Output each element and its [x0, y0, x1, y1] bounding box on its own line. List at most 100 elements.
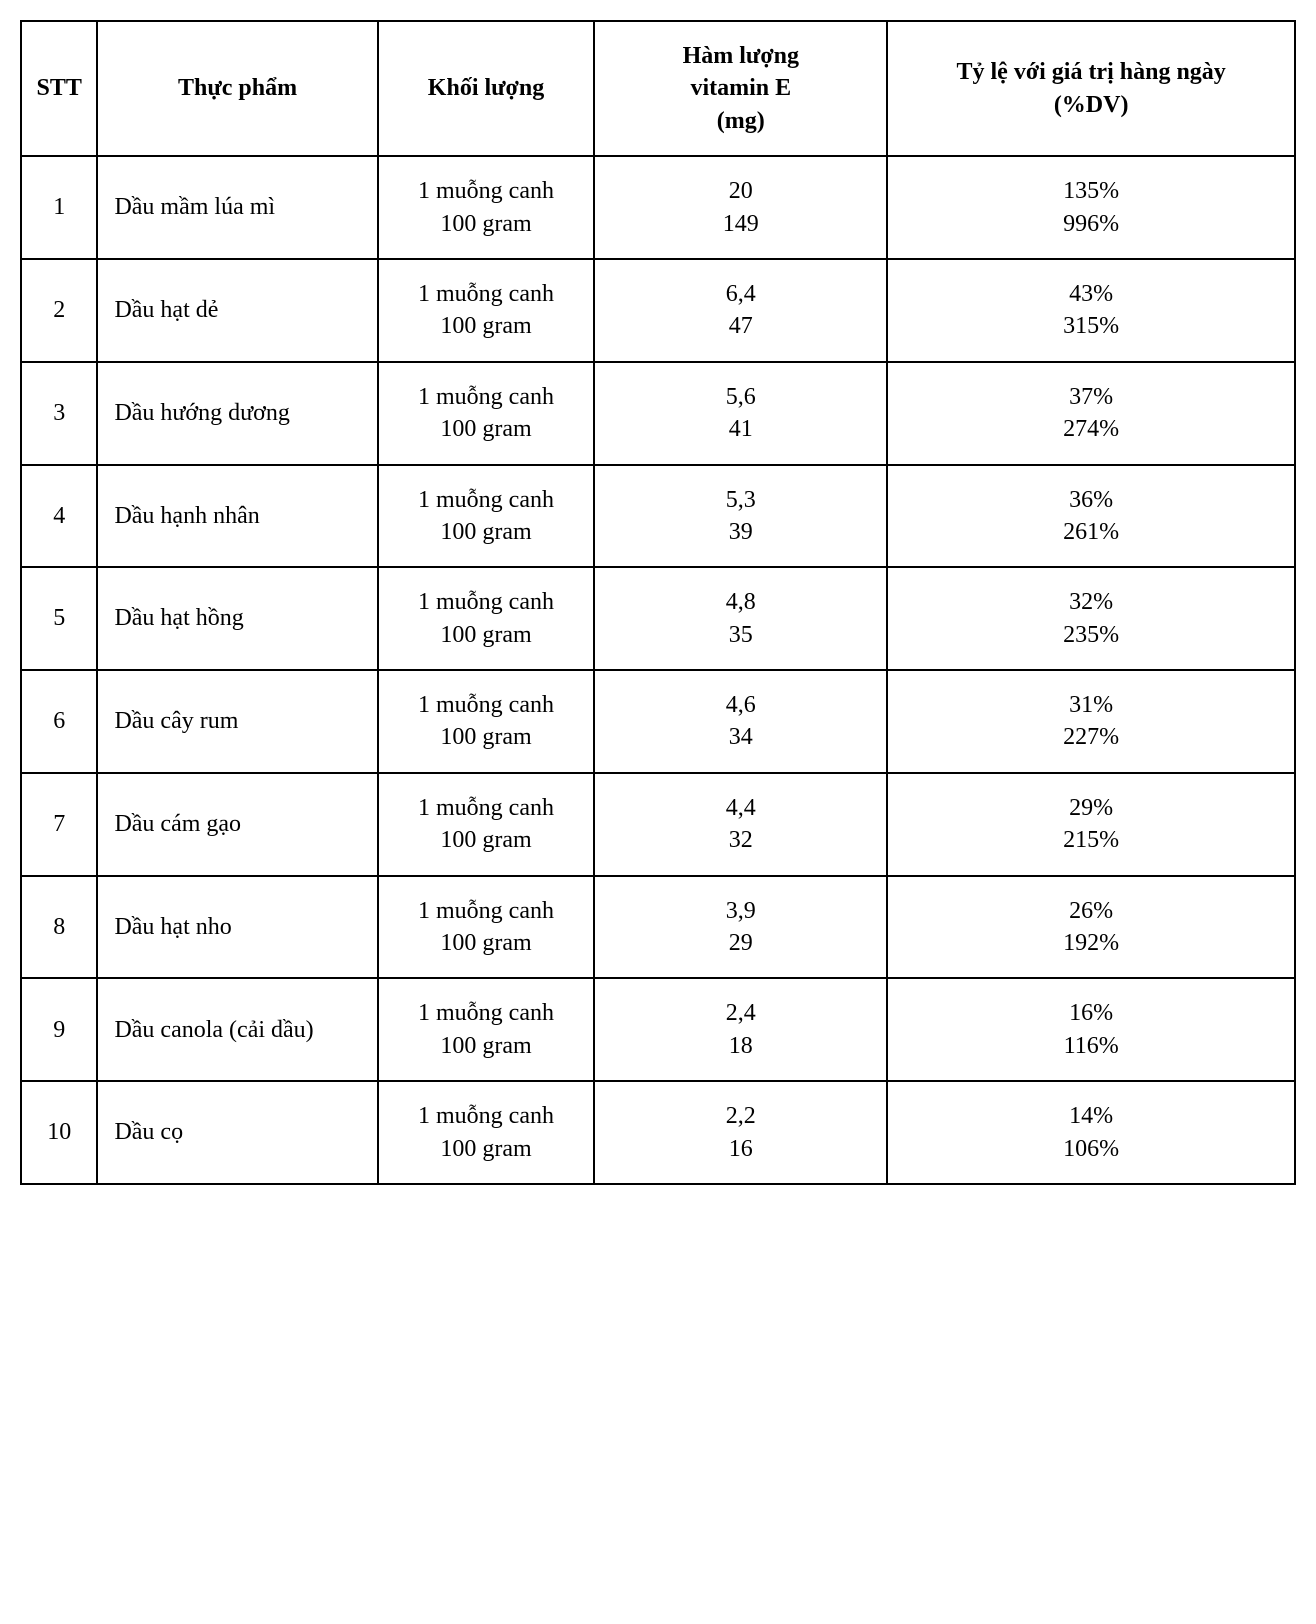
mass-line: 100 gram [391, 413, 582, 445]
vitamin-e-value: 6,4 [607, 278, 874, 310]
cell-stt: 7 [21, 773, 97, 876]
cell-stt: 3 [21, 362, 97, 465]
cell-food: Dầu hạnh nhân [97, 465, 377, 568]
cell-food: Dầu hướng dương [97, 362, 377, 465]
mass-line: 1 muỗng canh [391, 175, 582, 207]
cell-stt: 9 [21, 978, 97, 1081]
col-header-stt: STT [21, 21, 97, 156]
mass-line: 100 gram [391, 310, 582, 342]
mass-line: 1 muỗng canh [391, 1100, 582, 1132]
cell-dv: 31%227% [887, 670, 1295, 773]
cell-stt: 1 [21, 156, 97, 259]
dv-value: 116% [900, 1030, 1282, 1062]
mass-line: 100 gram [391, 516, 582, 548]
dv-value: 996% [900, 208, 1282, 240]
mass-line: 100 gram [391, 1133, 582, 1165]
dv-value: 135% [900, 175, 1282, 207]
mass-line: 1 muỗng canh [391, 586, 582, 618]
dv-value: 36% [900, 484, 1282, 516]
mass-line: 1 muỗng canh [391, 484, 582, 516]
cell-dv: 14%106% [887, 1081, 1295, 1184]
table-row: 2Dầu hạt dẻ1 muỗng canh100 gram6,44743%3… [21, 259, 1295, 362]
cell-dv: 36%261% [887, 465, 1295, 568]
dv-value: 37% [900, 381, 1282, 413]
cell-mass: 1 muỗng canh100 gram [378, 670, 595, 773]
cell-stt: 2 [21, 259, 97, 362]
mass-line: 100 gram [391, 208, 582, 240]
cell-mass: 1 muỗng canh100 gram [378, 362, 595, 465]
vitamin-e-value: 18 [607, 1030, 874, 1062]
vitamin-e-value: 34 [607, 721, 874, 753]
vitamin-e-value: 2,4 [607, 997, 874, 1029]
vitamin-e-value: 4,8 [607, 586, 874, 618]
cell-food: Dầu cám gạo [97, 773, 377, 876]
mass-line: 1 muỗng canh [391, 792, 582, 824]
table-row: 8Dầu hạt nho1 muỗng canh100 gram3,92926%… [21, 876, 1295, 979]
vitamin-e-value: 149 [607, 208, 874, 240]
cell-vitamin-e: 20149 [594, 156, 887, 259]
cell-mass: 1 muỗng canh100 gram [378, 259, 595, 362]
mass-line: 1 muỗng canh [391, 895, 582, 927]
mass-line: 100 gram [391, 1030, 582, 1062]
cell-mass: 1 muỗng canh100 gram [378, 978, 595, 1081]
cell-dv: 26%192% [887, 876, 1295, 979]
col-header-dv-line1: Tỷ lệ với giá trị hàng ngày [900, 56, 1282, 88]
vitamin-e-value: 3,9 [607, 895, 874, 927]
col-header-dv-line2: (%DV) [900, 89, 1282, 121]
table-row: 3Dầu hướng dương1 muỗng canh100 gram5,64… [21, 362, 1295, 465]
col-header-vite: Hàm lượng vitamin E (mg) [594, 21, 887, 156]
cell-vitamin-e: 3,929 [594, 876, 887, 979]
cell-dv: 43%315% [887, 259, 1295, 362]
dv-value: 26% [900, 895, 1282, 927]
cell-vitamin-e: 6,447 [594, 259, 887, 362]
vitamin-e-value: 5,3 [607, 484, 874, 516]
vitamin-e-value: 5,6 [607, 381, 874, 413]
dv-value: 274% [900, 413, 1282, 445]
dv-value: 14% [900, 1100, 1282, 1132]
vitamin-e-value: 20 [607, 175, 874, 207]
col-header-mass: Khối lượng [378, 21, 595, 156]
cell-stt: 5 [21, 567, 97, 670]
col-header-food: Thực phẩm [97, 21, 377, 156]
vitamin-e-table: STT Thực phẩm Khối lượng Hàm lượng vitam… [20, 20, 1296, 1185]
cell-dv: 29%215% [887, 773, 1295, 876]
cell-stt: 10 [21, 1081, 97, 1184]
vitamin-e-value: 32 [607, 824, 874, 856]
mass-line: 100 gram [391, 721, 582, 753]
cell-food: Dầu hạt hồng [97, 567, 377, 670]
mass-line: 100 gram [391, 927, 582, 959]
mass-line: 1 muỗng canh [391, 381, 582, 413]
cell-food: Dầu hạt nho [97, 876, 377, 979]
table-header-row: STT Thực phẩm Khối lượng Hàm lượng vitam… [21, 21, 1295, 156]
cell-food: Dầu cọ [97, 1081, 377, 1184]
cell-mass: 1 muỗng canh100 gram [378, 567, 595, 670]
dv-value: 227% [900, 721, 1282, 753]
table-row: 6Dầu cây rum1 muỗng canh100 gram 4,634 31%… [21, 670, 1295, 773]
col-header-vite-line1: Hàm lượng [607, 40, 874, 72]
dv-value: 215% [900, 824, 1282, 856]
cell-mass: 1 muỗng canh100 gram [378, 156, 595, 259]
cell-food: Dầu canola (cải dầu) [97, 978, 377, 1081]
cell-stt: 6 [21, 670, 97, 773]
vitamin-e-value: 4,6 [607, 689, 874, 721]
cell-stt: 8 [21, 876, 97, 979]
cell-vitamin-e: 5,339 [594, 465, 887, 568]
cell-vitamin-e: 4,835 [594, 567, 887, 670]
cell-mass: 1 muỗng canh100 gram [378, 1081, 595, 1184]
cell-vitamin-e: 2,216 [594, 1081, 887, 1184]
cell-vitamin-e: 2,418 [594, 978, 887, 1081]
mass-line: 100 gram [391, 824, 582, 856]
dv-value: 31% [900, 689, 1282, 721]
cell-food: Dầu mầm lúa mì [97, 156, 377, 259]
mass-line: 1 muỗng canh [391, 278, 582, 310]
table-row: 10Dầu cọ1 muỗng canh100 gram2,21614%106% [21, 1081, 1295, 1184]
cell-vitamin-e: 5,641 [594, 362, 887, 465]
cell-food: Dầu cây rum [97, 670, 377, 773]
mass-line: 1 muỗng canh [391, 997, 582, 1029]
cell-dv: 16%116% [887, 978, 1295, 1081]
col-header-dv: Tỷ lệ với giá trị hàng ngày (%DV) [887, 21, 1295, 156]
vitamin-e-value: 35 [607, 619, 874, 651]
mass-line: 100 gram [391, 619, 582, 651]
col-header-vite-line3: (mg) [607, 105, 874, 137]
table-row: 7Dầu cám gạo1 muỗng canh100 gram4,43229%… [21, 773, 1295, 876]
